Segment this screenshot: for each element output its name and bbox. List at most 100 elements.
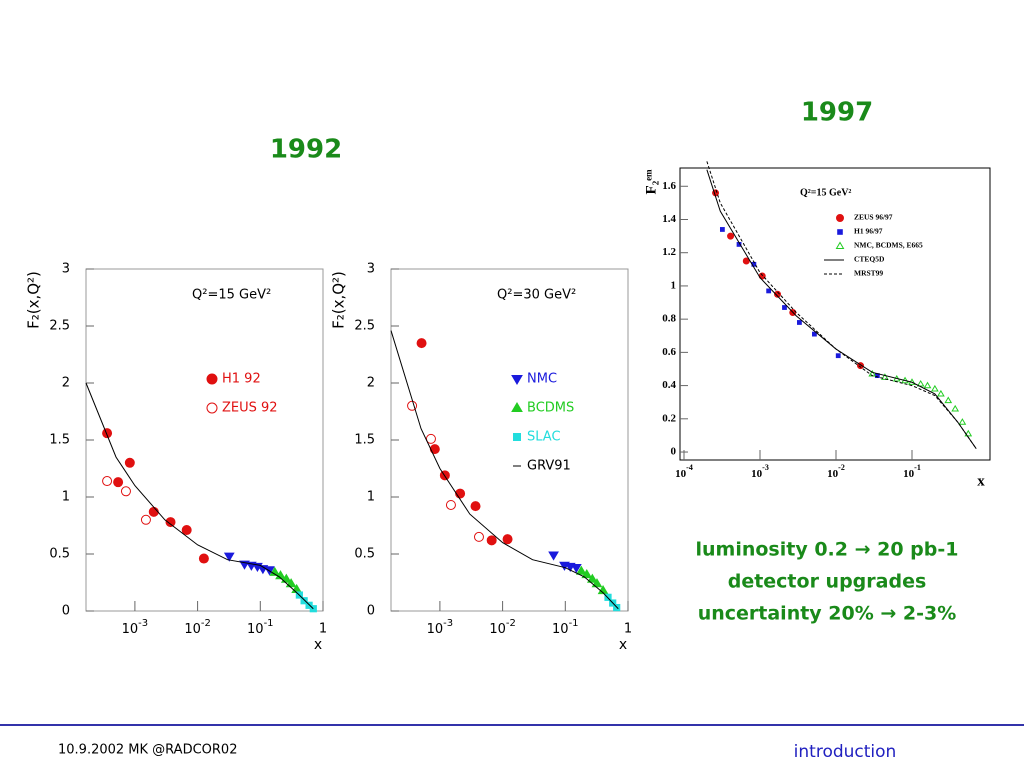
bullets: luminosity 0.2 → 20 pb-1 detector upgrad… [695,539,958,625]
y-tick-label: 1 [62,490,70,505]
y-tick-label: 0.8 [662,313,676,325]
x-tick-label: 10-2 [827,463,845,480]
tick-exp: -1 [569,618,579,629]
data-point [916,379,925,387]
data-point [280,573,292,583]
data-point [198,553,209,564]
y-tick-label: 0.5 [49,547,70,562]
tick-exp: -1 [264,618,274,629]
data-point [923,381,932,389]
annotation: Q²=30 GeV² [497,288,576,303]
legend-swatch [835,241,845,249]
legend-swatch [837,229,843,235]
data-point [742,257,750,265]
data-point [782,305,787,310]
data-point [931,384,939,392]
data-point [285,578,297,588]
legend-swatch [513,433,521,441]
legend-label: MRST99 [854,269,883,278]
data-point [874,373,880,379]
x-axis-label: x [619,637,627,653]
footer-right: introduction [794,742,897,762]
legend-label: SLAC [527,430,561,445]
data-point [719,227,725,232]
legend-label: ZEUS 96/97 [854,213,893,222]
data-point [416,338,427,349]
x-tick-label: 10-1 [247,618,274,637]
data-point [275,570,286,580]
tick-base: 10 [827,468,839,480]
data-point [548,551,559,561]
chart-title: 1997 [801,98,873,128]
data-point [425,433,436,444]
x-tick-label: 10-1 [903,463,921,480]
y-tick-label: 1.5 [354,433,375,448]
legend-label: H1 96/97 [854,227,883,236]
y-tick-label: 1 [671,279,677,291]
data-point [736,242,742,247]
data-point [455,488,466,499]
x-axis-label: x [314,637,322,653]
legend-label: GRV91 [527,459,571,474]
data-point [964,429,973,437]
x-tick-label: 10-3 [122,618,149,637]
data-point [591,578,603,588]
y-tick-label: 0 [671,446,677,458]
legend-label: NMC [527,372,557,387]
x-tick-label: 10-1 [552,618,579,637]
data-point [766,288,772,294]
y-tick-label: 2.5 [49,319,70,334]
tick-exp: -3 [762,463,769,472]
legend-label: H1 92 [222,372,261,387]
tick-base: 10 [247,622,264,637]
data-point [140,514,151,525]
data-point [937,389,945,397]
data-point [502,534,513,545]
data-point [102,476,113,487]
legend-label: ZEUS 92 [222,401,278,416]
curve [706,161,977,449]
data-point [470,501,481,512]
data-point [581,569,593,579]
y-tick-label: 1.6 [662,180,676,192]
bullet: uncertainty 20% → 2-3% [698,603,957,625]
tick-base: 10 [184,622,201,637]
data-point [300,597,308,605]
data-point [597,584,609,595]
data-point [102,428,113,439]
tick-exp: -4 [686,463,693,472]
tick-exp: -2 [838,463,845,472]
x-tick-label: 1 [319,622,327,637]
tick-exp: -3 [138,618,148,629]
data-point [445,499,456,510]
legend-swatch [836,214,844,222]
data-point [124,457,135,468]
data-point [473,531,484,542]
y-tick-label: 1 [367,490,375,505]
legend-swatch [511,375,523,385]
data-point [486,535,497,546]
data-point [727,232,735,240]
y-tick-label: 2 [367,376,375,391]
data-point [944,396,953,404]
tick-base: 10 [675,468,687,480]
data-point [148,506,159,517]
x-tick-label: 1 [624,622,632,637]
x-tick-label: 10-3 [751,463,769,480]
legend-swatch [206,373,218,385]
x-tick-label: 10-2 [184,618,211,637]
data-point [835,353,841,359]
bullet: luminosity 0.2 → 20 pb-1 [695,539,958,561]
legend-swatch [206,402,218,414]
data-point [951,404,960,412]
x-tick-label: 10-2 [489,618,516,637]
tick-base: 10 [903,468,915,480]
legend-label: BCDMS [527,401,574,416]
data-point [223,552,235,562]
curve [390,330,619,610]
tick-exp: -2 [506,618,516,629]
y-tick-label: 2 [62,376,70,391]
tick-base: 10 [122,622,139,637]
data-point [570,564,582,574]
